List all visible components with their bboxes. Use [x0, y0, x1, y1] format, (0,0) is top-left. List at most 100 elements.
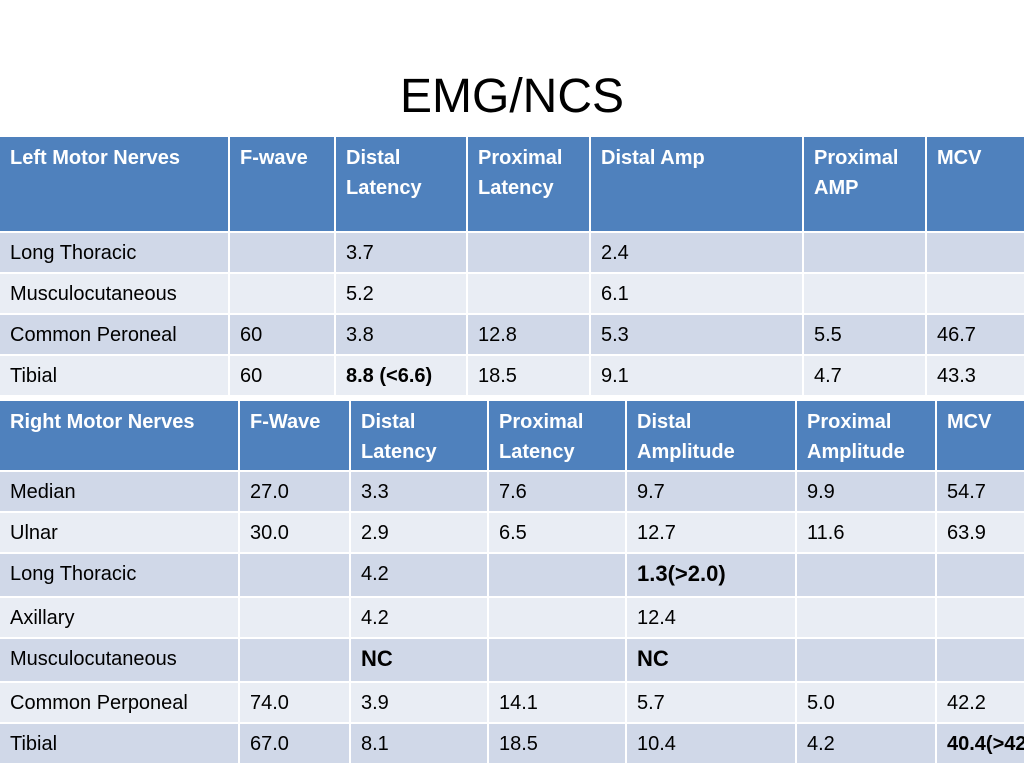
table-cell: 42.2 — [936, 682, 1024, 724]
table-cell: 3.7 — [335, 232, 468, 274]
table-row: Tibial 67.0 8.1 18.5 10.4 4.2 40.4(>42 — [0, 723, 1024, 765]
table-cell: 5.2 — [335, 273, 468, 315]
header-cell: Left Motor Nerves — [0, 137, 230, 233]
abnormal-value-cell: NC — [350, 638, 489, 683]
table-cell: Common Peroneal — [0, 314, 230, 356]
abnormal-value-cell: NC — [626, 638, 797, 683]
table-cell: 46.7 — [926, 314, 1024, 356]
table-row: Long Thoracic 3.7 2.4 — [0, 232, 1024, 274]
table-cell: Long Thoracic — [0, 553, 240, 598]
header-cell: F-wave — [229, 137, 336, 233]
table-cell: 6.1 — [590, 273, 804, 315]
table-cell: 4.2 — [350, 553, 489, 598]
table-cell: 27.0 — [239, 471, 351, 513]
table-cell: 11.6 — [796, 512, 937, 554]
table-cell — [229, 232, 336, 274]
table-cell: 14.1 — [488, 682, 627, 724]
table-row: Axillary 4.2 12.4 — [0, 597, 1024, 639]
header-cell: Distal Amp — [590, 137, 804, 233]
header-cell: Proximal Latency — [467, 137, 591, 233]
table-cell — [239, 553, 351, 598]
table-cell: 67.0 — [239, 723, 351, 765]
table-cell: 5.0 — [796, 682, 937, 724]
table-cell: Axillary — [0, 597, 240, 639]
table-cell: 30.0 — [239, 512, 351, 554]
table-cell: 12.8 — [467, 314, 591, 356]
header-cell: Right Motor Nerves — [0, 401, 240, 472]
header-cell: F-Wave — [239, 401, 351, 472]
table-cell: 3.9 — [350, 682, 489, 724]
table-cell: 54.7 — [936, 471, 1024, 513]
table-row: Median 27.0 3.3 7.6 9.7 9.9 54.7 — [0, 471, 1024, 513]
table-cell: Musculocutaneous — [0, 273, 230, 315]
table-cell — [796, 638, 937, 683]
header-cell: Distal Latency — [335, 137, 468, 233]
header-cell: Proximal Latency — [488, 401, 627, 472]
header-cell: Distal Amplitude — [626, 401, 797, 472]
table-cell: 43.3 — [926, 355, 1024, 397]
table-cell — [239, 597, 351, 639]
table-cell: 74.0 — [239, 682, 351, 724]
table-cell: 7.6 — [488, 471, 627, 513]
header-cell: Proximal AMP — [803, 137, 927, 233]
table-cell: Ulnar — [0, 512, 240, 554]
table-cell: 5.3 — [590, 314, 804, 356]
table-cell — [926, 232, 1024, 274]
table-row: Common Perponeal 74.0 3.9 14.1 5.7 5.0 4… — [0, 682, 1024, 724]
header-cell: Distal Latency — [350, 401, 489, 472]
table-cell: Tibial — [0, 723, 240, 765]
left-motor-nerves-table: Left Motor Nerves F-wave Distal Latency … — [0, 137, 1024, 397]
table-cell — [467, 232, 591, 274]
table-row: Tibial 60 8.8 (<6.6) 18.5 9.1 4.7 43.3 — [0, 355, 1024, 397]
table-cell: Long Thoracic — [0, 232, 230, 274]
table-cell: 2.9 — [350, 512, 489, 554]
table-cell — [936, 638, 1024, 683]
table-cell — [229, 273, 336, 315]
table-cell: 18.5 — [488, 723, 627, 765]
table-cell: 5.5 — [803, 314, 927, 356]
table-cell: 8.1 — [350, 723, 489, 765]
table-cell — [488, 638, 627, 683]
right-motor-nerves-table: Right Motor Nerves F-Wave Distal Latency… — [0, 401, 1024, 765]
table-cell: Median — [0, 471, 240, 513]
table-cell: 3.8 — [335, 314, 468, 356]
table-row: Common Peroneal 60 3.8 12.8 5.3 5.5 46.7 — [0, 314, 1024, 356]
table-cell: 5.7 — [626, 682, 797, 724]
table-cell: 9.1 — [590, 355, 804, 397]
header-cell: MCV — [936, 401, 1024, 472]
table-cell: Tibial — [0, 355, 230, 397]
abnormal-value-cell: 40.4(>42 — [936, 723, 1024, 765]
header-cell: MCV — [926, 137, 1024, 233]
table-cell — [936, 597, 1024, 639]
table-cell: 12.7 — [626, 512, 797, 554]
table-row: Musculocutaneous NC NC — [0, 638, 1024, 683]
table-cell: 6.5 — [488, 512, 627, 554]
table-cell: 63.9 — [936, 512, 1024, 554]
table-cell: 4.2 — [796, 723, 937, 765]
table-cell — [803, 273, 927, 315]
slide-title: EMG/NCS — [399, 70, 624, 123]
table-header-row: Right Motor Nerves F-Wave Distal Latency… — [0, 401, 1024, 472]
table-cell: 10.4 — [626, 723, 797, 765]
table-cell — [467, 273, 591, 315]
abnormal-value-cell: 8.8 (<6.6) — [335, 355, 468, 397]
table-header-row: Left Motor Nerves F-wave Distal Latency … — [0, 137, 1024, 233]
header-cell: Proximal Amplitude — [796, 401, 937, 472]
table-cell — [796, 597, 937, 639]
table-cell: 4.2 — [350, 597, 489, 639]
table-cell: Common Perponeal — [0, 682, 240, 724]
table-cell — [926, 273, 1024, 315]
table-cell — [803, 232, 927, 274]
table-cell: 12.4 — [626, 597, 797, 639]
table-cell: 9.9 — [796, 471, 937, 513]
table-cell — [936, 553, 1024, 598]
table-cell — [239, 638, 351, 683]
table-cell — [488, 597, 627, 639]
table-cell: 3.3 — [350, 471, 489, 513]
table-cell — [488, 553, 627, 598]
table-cell: 9.7 — [626, 471, 797, 513]
table-cell: 60 — [229, 355, 336, 397]
table-row: Ulnar 30.0 2.9 6.5 12.7 11.6 63.9 — [0, 512, 1024, 554]
table-cell: Musculocutaneous — [0, 638, 240, 683]
table-cell — [796, 553, 937, 598]
